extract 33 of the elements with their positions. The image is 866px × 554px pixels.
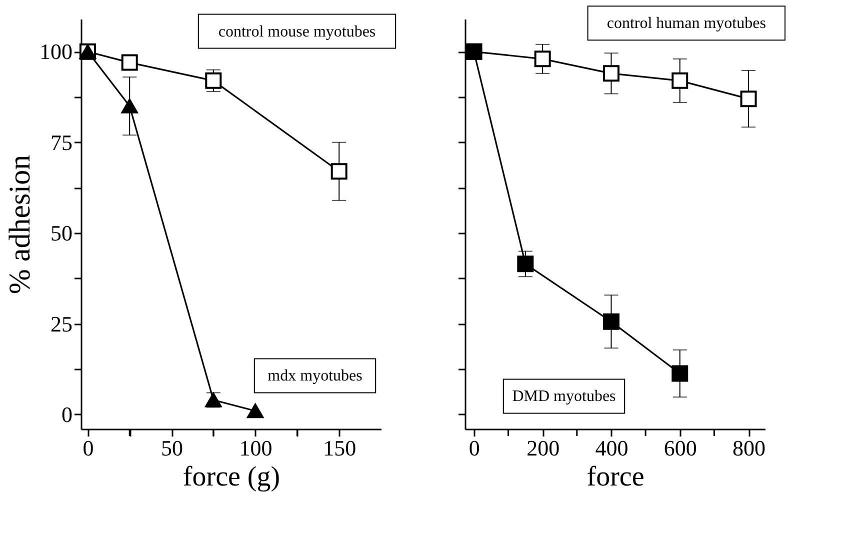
y-tick-label: 0 xyxy=(62,402,72,427)
series-label: mdx myotubes xyxy=(268,368,362,385)
x-axis-title: force (g) xyxy=(182,462,280,492)
point xyxy=(330,163,348,180)
point xyxy=(672,72,688,89)
point xyxy=(517,256,534,272)
x-tick-label: 400 xyxy=(595,436,628,460)
x-tick-label: 600 xyxy=(664,436,697,460)
point xyxy=(121,54,138,71)
point xyxy=(602,313,620,330)
point xyxy=(205,72,222,89)
x-tick-label: 200 xyxy=(526,436,560,460)
point xyxy=(247,404,264,418)
x-tick-label: 100 xyxy=(239,436,272,460)
y-axis-title: % adhesion xyxy=(4,154,36,294)
point xyxy=(740,90,757,108)
x-tick-label: 0 xyxy=(82,436,94,460)
text: control mouse myotubes xyxy=(218,23,376,40)
y-tick-label: 25 xyxy=(50,311,72,336)
point xyxy=(672,365,688,382)
x-tick-label: 0 xyxy=(468,436,480,460)
y-tick-label: 100 xyxy=(40,39,72,64)
x-tick-label: 50 xyxy=(161,436,184,460)
y-tick-label: 50 xyxy=(50,220,72,246)
x-tick-label: 800 xyxy=(732,436,766,460)
x-tick-label: 150 xyxy=(323,436,356,460)
text: DMD myotubes xyxy=(512,388,616,406)
point xyxy=(602,65,620,82)
text: control human myotubes xyxy=(606,15,766,32)
y-tick-label: 75 xyxy=(50,130,72,155)
point xyxy=(121,98,138,114)
x-axis-title: force xyxy=(586,462,644,492)
point xyxy=(534,50,551,68)
